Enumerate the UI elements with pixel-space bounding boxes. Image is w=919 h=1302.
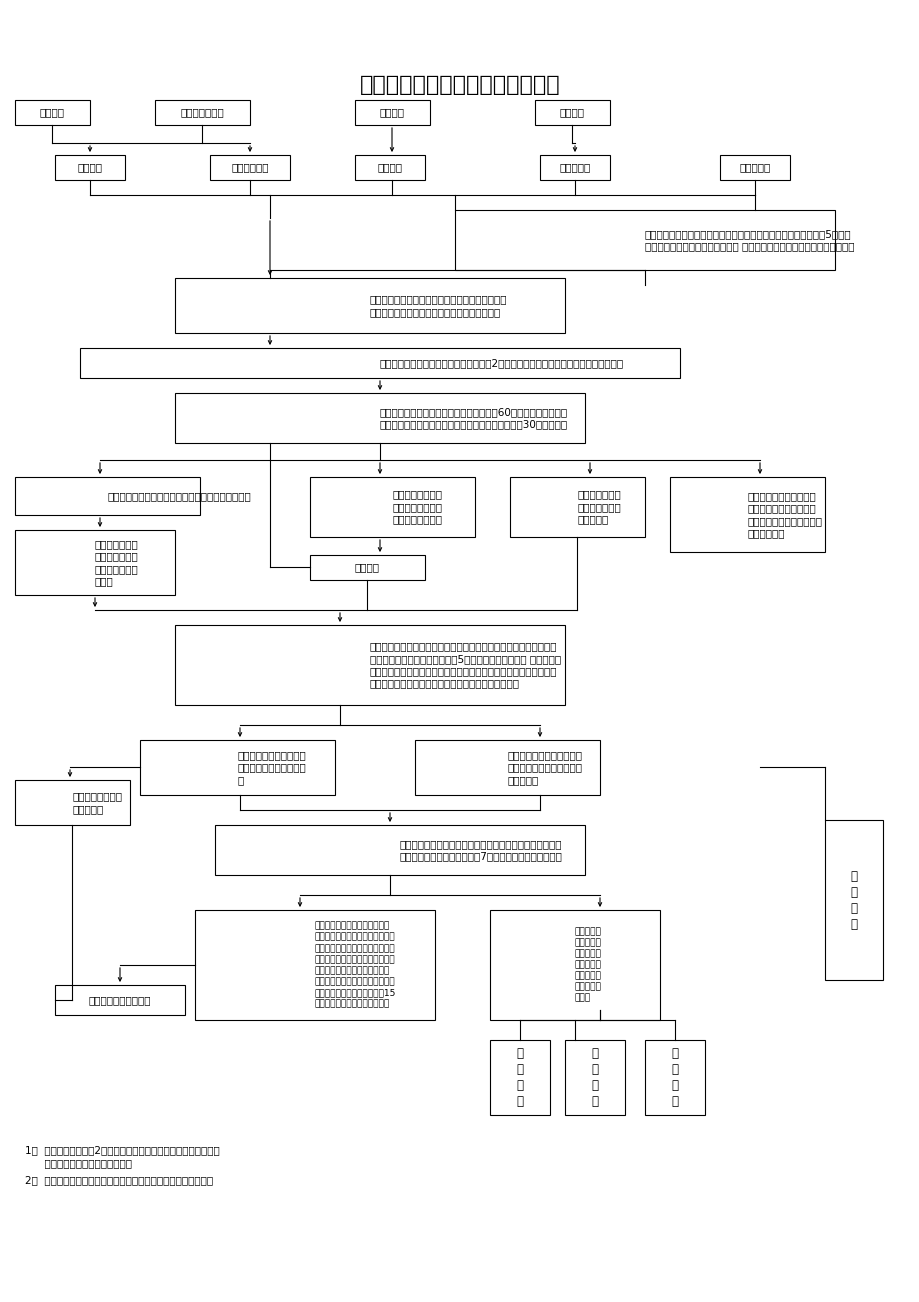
FancyBboxPatch shape (509, 477, 644, 536)
Text: 对依法应当受到行政处罚
的，依法作出行政处罚决
定: 对依法应当受到行政处罚 的，依法作出行政处罚决 定 (237, 750, 306, 785)
FancyBboxPatch shape (455, 210, 834, 270)
FancyBboxPatch shape (414, 740, 599, 796)
Text: 上级部门指定: 上级部门指定 (231, 163, 268, 172)
FancyBboxPatch shape (154, 100, 250, 125)
Text: 劳动者举报: 劳动者举报 (559, 163, 590, 172)
FancyBboxPatch shape (175, 393, 584, 443)
FancyBboxPatch shape (564, 1040, 624, 1115)
Text: 对劳动保障违法行为的应当在自立案之日起60个工作日内完成，情
况复杂的经劳动保障行政部门负责人批准，可以延长30个工作日。: 对劳动保障违法行为的应当在自立案之日起60个工作日内完成，情 况复杂的经劳动保障… (380, 406, 568, 430)
FancyBboxPatch shape (215, 825, 584, 875)
FancyBboxPatch shape (15, 477, 199, 516)
Text: 劳动保障行政部门应制作相应的监察文书，并当场交付当事
人，当事人不在场的，应当在7日内将监察文书送达当事人: 劳动保障行政部门应制作相应的监察文书，并当场交付当事 人，当事人不在场的，应当在… (400, 838, 562, 861)
Text: 对违反劳动保障法律的行为作出行政处罚或行政处理决定前，应当告
知用人单位，下达处罚告知书，5日内听取其陈述和申辩 法律、法规
规定应当依法听证的，应当告知用人单: 对违反劳动保障法律的行为作出行政处罚或行政处理决定前，应当告 知用人单位，下达处… (369, 642, 561, 689)
Text: 群众来信: 群众来信 (560, 108, 584, 117)
FancyBboxPatch shape (195, 910, 435, 1019)
Text: 法
院
起
诉: 法 院 起 诉 (591, 1047, 598, 1108)
FancyBboxPatch shape (720, 155, 789, 180)
Text: 当事人如对
劳动保障行
政处罚或行
政处理决定
不服或在规
定的期限内
履行的: 当事人如对 劳动保障行 政处罚或行 政处理决定 不服或在规 定的期限内 履行的 (574, 927, 601, 1003)
FancyBboxPatch shape (175, 625, 564, 704)
FancyBboxPatch shape (490, 1040, 550, 1115)
FancyBboxPatch shape (15, 100, 90, 125)
Text: 发现违法案件不属于劳动
保障监察事项的，移送有
关部门处理，涉嫌犯罪的，
移送司法机关: 发现违法案件不属于劳动 保障监察事项的，移送有 关部门处理，涉嫌犯罪的， 移送司… (746, 491, 822, 538)
FancyBboxPatch shape (310, 555, 425, 579)
Text: 对应当改正未改正的，依法
责令改正或者作出相应的行
政处理决定: 对应当改正未改正的，依法 责令改正或者作出相应的行 政处理决定 (507, 750, 582, 785)
Text: 根据法律、法规纠
正违法行为: 根据法律、法规纠 正违法行为 (73, 792, 122, 814)
FancyBboxPatch shape (175, 279, 564, 333)
Text: 监察员日常巡查: 监察员日常巡查 (180, 108, 224, 117)
Text: 行
政
复
议: 行 政 复 议 (516, 1047, 523, 1108)
Text: 移送案件: 移送案件 (377, 163, 403, 172)
FancyBboxPatch shape (140, 740, 335, 796)
FancyBboxPatch shape (535, 100, 609, 125)
Text: 违法事实存在但
对情节轻微，已
主动改正。: 违法事实存在但 对情节轻微，已 主动改正。 (577, 490, 620, 525)
FancyBboxPatch shape (490, 910, 659, 1019)
Text: 强
制
执
行: 强 制 执 行 (671, 1047, 678, 1108)
Text: 1、  劳动保障监察员在2日内将当场限期整改令和行政处罚决定书存
      档联交劳动保障行政部门存档；: 1、 劳动保障监察员在2日内将当场限期整改令和行政处罚决定书存 档联交劳动保障行… (25, 1144, 220, 1168)
Text: 补充调查: 补充调查 (355, 562, 380, 573)
Text: 劳动保障行政处理或处罚决定依
法作出后，当事人应当在决定规定
的期限内予以履行。除依法当场收
缴的罚款外，作出罚款决定的劳动
保障行政部门及及劳动保障监察
员不: 劳动保障行政处理或处罚决定依 法作出后，当事人应当在决定规定 的期限内予以履行。… (314, 922, 396, 1008)
FancyBboxPatch shape (644, 1040, 704, 1115)
Text: 报机构负责人审批结案: 报机构负责人审批结案 (88, 995, 151, 1005)
FancyBboxPatch shape (355, 100, 429, 125)
Text: 经查违法事实不存
在或无法查实存在
劳动保障违法行为: 经查违法事实不存 在或无法查实存在 劳动保障违法行为 (392, 490, 442, 525)
Text: 劳动保障监察员进行调查、检查不得少于2人，并要出示劳动保障监察证件，说明身份。: 劳动保障监察员进行调查、检查不得少于2人，并要出示劳动保障监察证件，说明身份。 (380, 358, 623, 368)
Text: 专项检查: 专项检查 (77, 163, 102, 172)
Text: 书面审查: 书面审查 (40, 108, 65, 117)
FancyBboxPatch shape (80, 348, 679, 378)
FancyBboxPatch shape (55, 155, 125, 180)
Text: 对符合国家规定条件的投诉，劳动保障行政部门在接到投诉之日起5个工作
日内受理，并在受理之日立案查处 对投诉材料不全的告知投诉人补正材料。: 对符合国家规定条件的投诉，劳动保障行政部门在接到投诉之日起5个工作 日内受理，并… (644, 229, 854, 251)
FancyBboxPatch shape (210, 155, 289, 180)
Text: 劳动者投诉: 劳动者投诉 (739, 163, 770, 172)
FancyBboxPatch shape (539, 155, 609, 180)
Text: 劳动保障监察案件检查处理流程图: 劳动保障监察案件检查处理流程图 (359, 76, 560, 95)
FancyBboxPatch shape (310, 477, 474, 536)
Text: 需立案查处的填写立案审批表，并报劳动保障监察
机构负责人审批，负责人批准之日为立案之日。: 需立案查处的填写立案审批表，并报劳动保障监察 机构负责人审批，负责人批准之日为立… (369, 294, 507, 316)
FancyBboxPatch shape (15, 780, 130, 825)
Text: 2、  除当场处罚（处理）的案件外，其他案件结案后再整理归档。: 2、 除当场处罚（处理）的案件外，其他案件结案后再整理归档。 (25, 1174, 213, 1185)
FancyBboxPatch shape (824, 820, 882, 980)
FancyBboxPatch shape (55, 986, 185, 1016)
Text: 撤
销
立
案: 撤 销 立 案 (849, 870, 857, 931)
FancyBboxPatch shape (355, 155, 425, 180)
Text: 网上举报: 网上举报 (380, 108, 404, 117)
FancyBboxPatch shape (15, 530, 175, 595)
FancyBboxPatch shape (669, 477, 824, 552)
Text: 用人单位存在的违法事实确凿的，应当责令限期改正: 用人单位存在的违法事实确凿的，应当责令限期改正 (108, 491, 251, 501)
Text: 逾期拒不改正违
法行为的经集体
讨论提出处理处
罚意见: 逾期拒不改正违 法行为的经集体 讨论提出处理处 罚意见 (95, 539, 139, 586)
